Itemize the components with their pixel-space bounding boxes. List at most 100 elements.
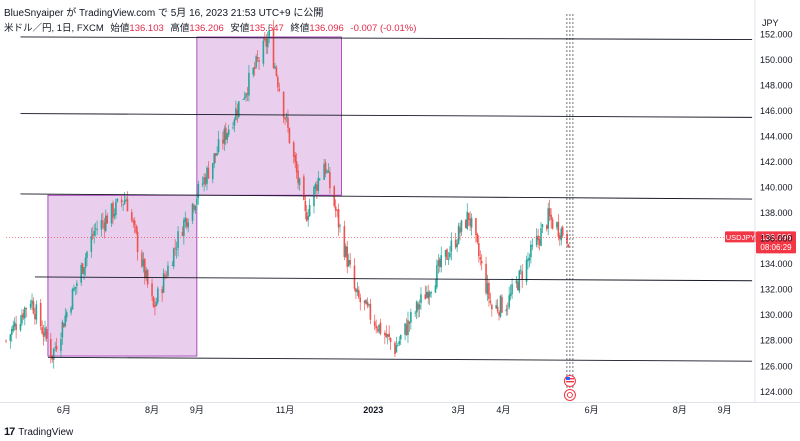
candle-body	[525, 259, 528, 282]
candle-body	[344, 246, 347, 257]
symbol-name[interactable]: 米ドル／円, 1日, FXCM	[4, 23, 104, 34]
candle-body	[446, 249, 448, 260]
candle-body	[447, 258, 450, 260]
candle-body	[408, 321, 411, 324]
candle-body	[60, 338, 62, 351]
candle-body	[460, 220, 463, 232]
candle-body	[298, 178, 301, 185]
candle-body	[465, 219, 467, 228]
candle-body	[478, 243, 480, 257]
footer-brand[interactable]: TradingView	[18, 426, 74, 438]
change-value: -0.007 (-0.01%)	[350, 23, 417, 34]
candle-body	[454, 239, 457, 248]
candle-body	[223, 128, 226, 144]
candle-body	[258, 60, 260, 62]
candle-body	[264, 38, 266, 40]
candle-body	[71, 289, 74, 310]
trend-line[interactable]	[20, 113, 753, 118]
candle-body	[414, 312, 417, 314]
candle-body	[191, 203, 194, 221]
candle-body	[434, 285, 437, 293]
candle-body	[155, 301, 158, 306]
symbol-tag-bg	[725, 231, 756, 243]
candle-body	[530, 244, 532, 258]
candle-body	[102, 220, 104, 222]
candle-body	[450, 240, 453, 252]
candle-body	[567, 244, 570, 248]
candle-body	[183, 220, 185, 237]
candle-body	[537, 235, 539, 241]
candle-body	[327, 170, 330, 173]
x-tick-label: 3月	[452, 405, 466, 415]
candle-body	[297, 170, 299, 184]
candle-body	[39, 303, 42, 327]
rectangle-drawing[interactable]	[47, 194, 198, 357]
candle-body	[499, 295, 502, 317]
candle-body	[485, 263, 487, 293]
candle-body	[515, 280, 518, 284]
trend-line[interactable]	[34, 276, 753, 282]
candle-body	[184, 217, 187, 222]
candle-body	[346, 246, 349, 267]
candle-body	[141, 252, 143, 267]
candle-body	[418, 304, 421, 309]
candle-body	[216, 153, 218, 156]
trend-line[interactable]	[47, 356, 753, 362]
symbol-tag-label: USDJPY	[726, 233, 756, 242]
candle-body	[505, 309, 508, 312]
candle-body	[54, 347, 56, 348]
event-icon[interactable]	[563, 389, 576, 401]
publisher-header: BlueSnyaiper が TradingView.com で 5月 16, …	[4, 8, 324, 19]
candle-body	[376, 329, 379, 331]
candle-body	[112, 202, 114, 218]
y-tick-label: 130.000	[760, 310, 793, 320]
candle-body	[197, 183, 200, 199]
candle-body	[262, 40, 265, 64]
y-tick-label: 142.000	[760, 157, 793, 167]
candle-body	[329, 172, 331, 189]
candle-body	[272, 29, 275, 68]
candle-body	[196, 198, 198, 205]
candle-body	[154, 304, 156, 308]
candle-body	[379, 322, 382, 334]
candle-body	[15, 324, 17, 331]
candle-body	[246, 93, 249, 95]
candle-body	[236, 110, 239, 116]
candle-body	[317, 177, 320, 191]
candle-body	[115, 201, 117, 216]
candle-body	[495, 305, 497, 309]
candle-body	[167, 265, 169, 277]
candle-body	[389, 338, 392, 343]
candle-body	[365, 299, 367, 305]
candle-body	[165, 276, 168, 278]
us-flag-icon[interactable]	[563, 375, 576, 387]
high-label: 高値	[170, 23, 190, 34]
candle-body	[70, 308, 72, 313]
close-label: 終値	[290, 23, 310, 34]
candle-body	[161, 289, 163, 294]
y-tick-label: 124.000	[760, 387, 793, 397]
candle-body	[237, 101, 240, 118]
candle-body	[475, 218, 477, 235]
candle-body	[545, 225, 548, 230]
trend-line[interactable]	[20, 193, 753, 200]
candle-body	[486, 283, 489, 295]
candle-body	[399, 335, 402, 340]
candle-body	[52, 348, 55, 360]
candle-body	[126, 198, 129, 212]
candle-body	[255, 56, 257, 68]
candle-body	[268, 30, 270, 38]
candle-body	[498, 311, 500, 316]
trend-line[interactable]	[20, 36, 753, 40]
candle-body	[10, 329, 13, 335]
candle-body	[551, 219, 554, 229]
candle-body	[424, 294, 427, 300]
candle-body	[410, 312, 412, 323]
candle-body	[336, 209, 338, 211]
candle-body	[307, 216, 310, 220]
candle-body	[256, 57, 259, 60]
candle-body	[375, 325, 377, 329]
rectangle-drawing[interactable]	[196, 36, 342, 196]
candle-body	[388, 333, 390, 337]
